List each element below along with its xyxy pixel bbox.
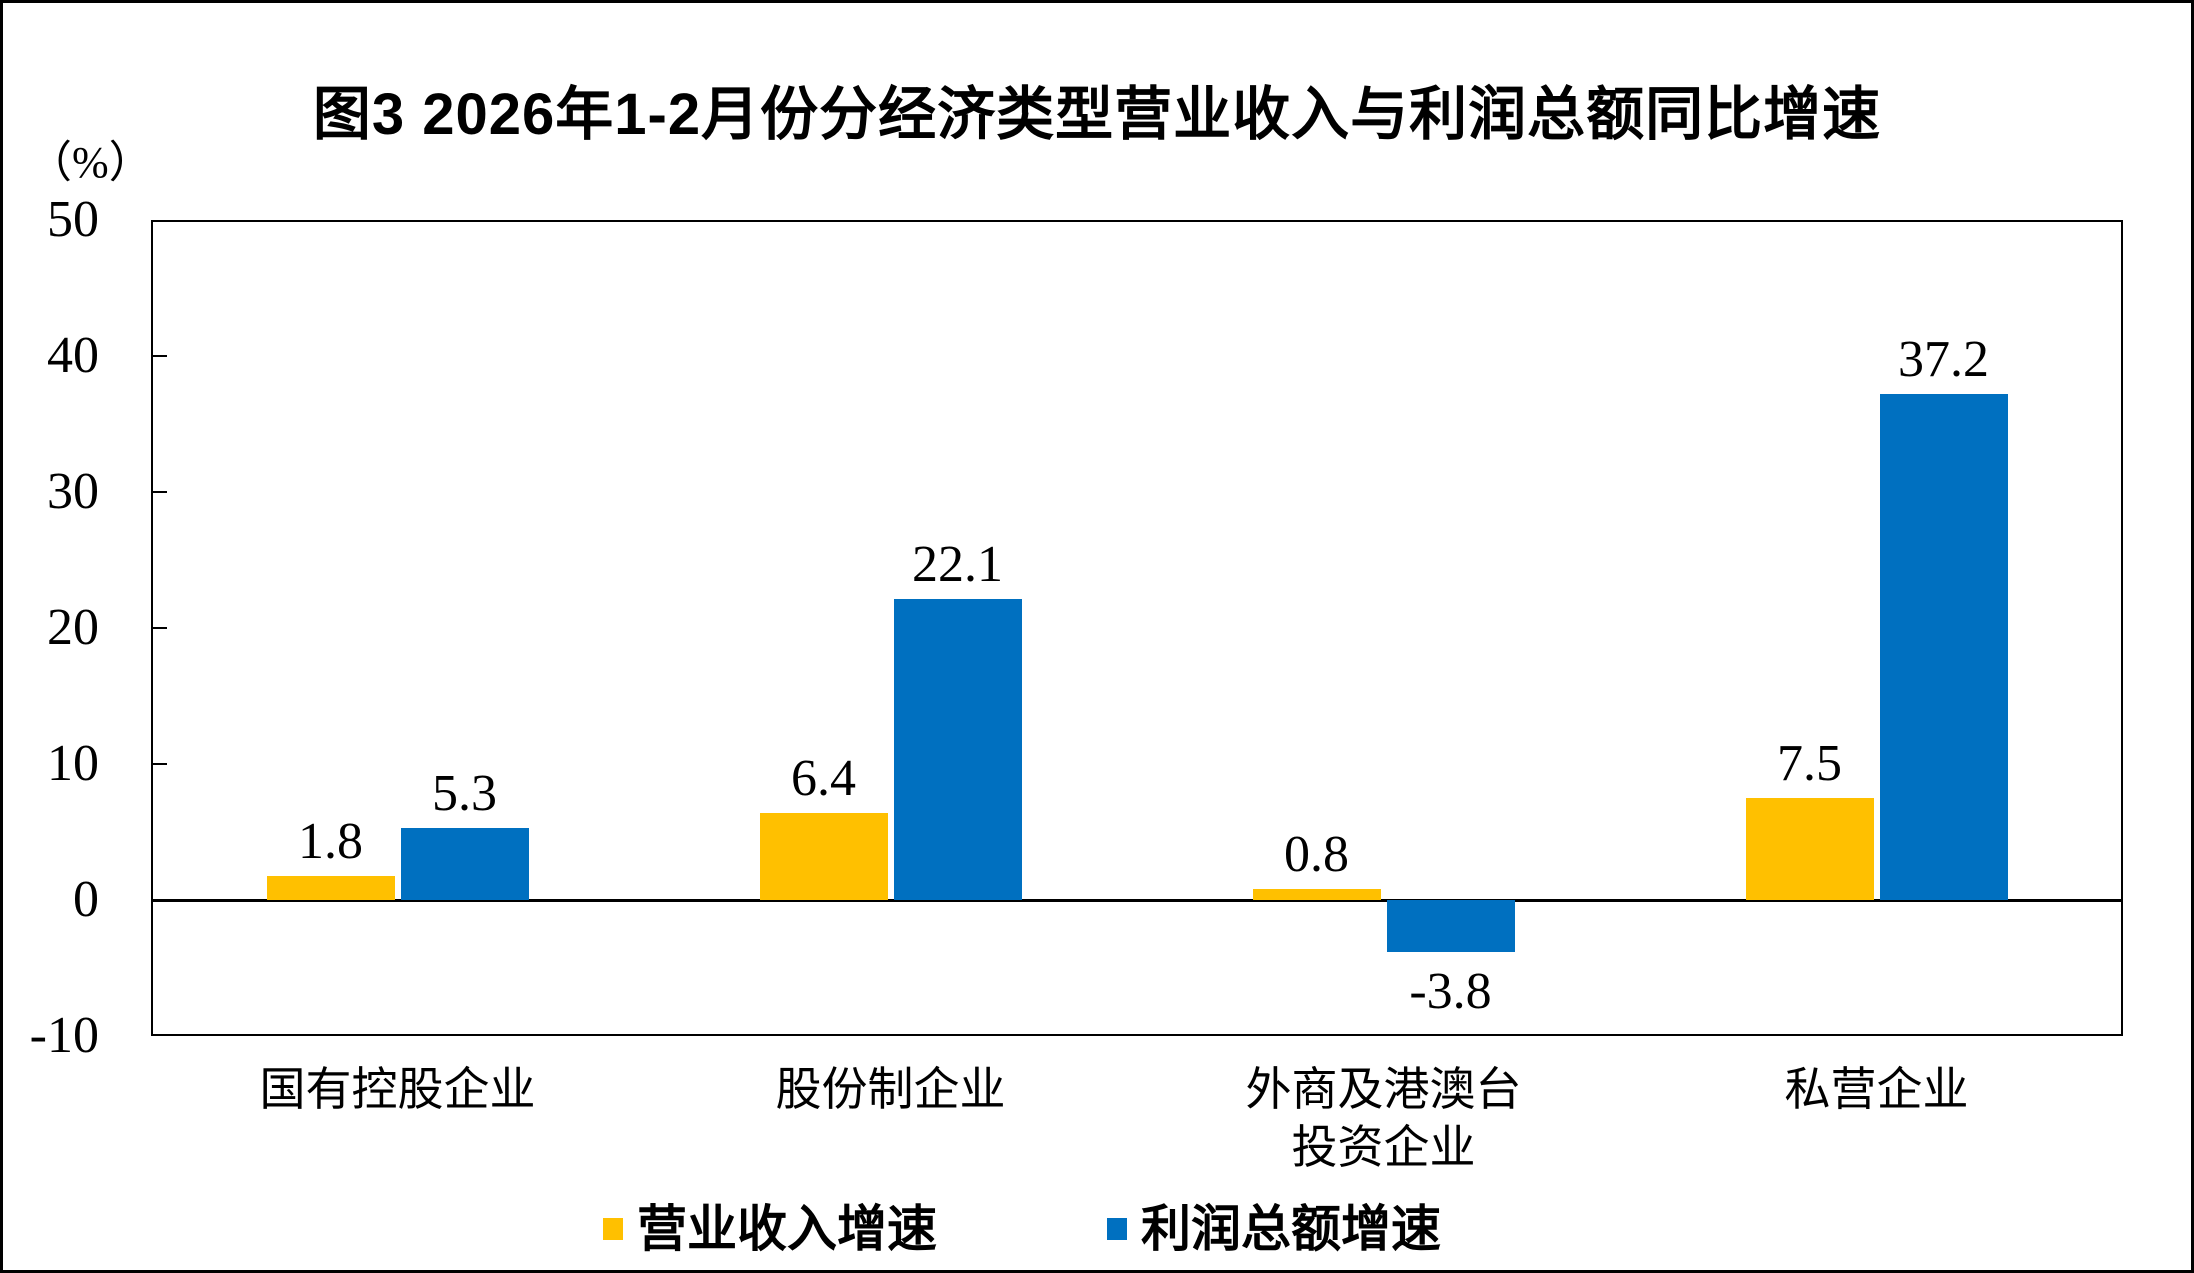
y-tick-label: 50 xyxy=(47,191,99,248)
legend-label: 利润总额增速 xyxy=(1141,1201,1441,1257)
y-tick-mark xyxy=(153,627,167,629)
category-label-line: 国有控股企业 xyxy=(259,1064,536,1115)
y-tick-mark xyxy=(153,355,167,357)
category-label-1: 国有控股企业 xyxy=(260,1061,536,1119)
bar-value-label: -3.8 xyxy=(1409,962,1492,1020)
bar-营业收入增速-国有控股企业 xyxy=(266,875,395,900)
category-label-line: 私营企业 xyxy=(1784,1064,1969,1115)
bar-营业收入增速-外商及港澳台投资企业 xyxy=(1252,889,1381,900)
y-tick-label: 30 xyxy=(47,463,99,520)
plot-area xyxy=(151,220,2123,1036)
bar-利润总额增速-外商及港澳台投资企业 xyxy=(1386,900,1515,952)
y-tick-label: 40 xyxy=(47,327,99,384)
legend: 营业收入增速 利润总额增速 xyxy=(3,1201,2191,1257)
category-label-line: 外商及港澳台 xyxy=(1245,1064,1522,1115)
y-tick-label: 0 xyxy=(73,871,99,928)
y-tick-label: 20 xyxy=(47,599,99,656)
y-tick-mark xyxy=(153,763,167,765)
zero-axis-line xyxy=(153,899,2121,902)
legend-item-利润总额增速: 利润总额增速 xyxy=(1107,1201,1441,1257)
bar-value-label: 37.2 xyxy=(1898,331,1989,389)
y-tick-label: -10 xyxy=(29,1007,99,1064)
y-tick-label: 10 xyxy=(47,735,99,792)
bar-营业收入增速-股份制企业 xyxy=(759,812,888,900)
category-label-4: 私营企业 xyxy=(1785,1061,1969,1119)
bar-利润总额增速-国有控股企业 xyxy=(400,827,529,900)
category-label-line: 股份制企业 xyxy=(775,1064,1006,1115)
bar-利润总额增速-私营企业 xyxy=(1879,394,2008,900)
legend-swatch xyxy=(1107,1218,1127,1240)
category-label-line: 投资企业 xyxy=(1291,1122,1476,1173)
y-axis-unit-label: （%） xyxy=(28,138,153,187)
bar-value-label: 1.8 xyxy=(298,812,363,870)
chart-title: 图3 2026年1-2月份分经济类型营业收入与利润总额同比增速 xyxy=(312,82,1882,147)
bar-value-label: 5.3 xyxy=(432,764,497,822)
category-label-3: 外商及港澳台 投资企业 xyxy=(1246,1061,1522,1177)
bar-利润总额增速-股份制企业 xyxy=(893,599,1022,900)
bar-value-label: 7.5 xyxy=(1777,735,1842,792)
legend-item-营业收入增速: 营业收入增速 xyxy=(603,1201,937,1257)
bar-value-label: 0.8 xyxy=(1284,826,1349,884)
bar-value-label: 6.4 xyxy=(791,749,856,807)
bar-value-label: 22.1 xyxy=(912,536,1003,594)
y-tick-mark xyxy=(153,491,167,493)
legend-swatch xyxy=(603,1218,623,1240)
category-label-2: 股份制企业 xyxy=(776,1061,1006,1119)
bar-营业收入增速-私营企业 xyxy=(1745,798,1874,900)
legend-label: 营业收入增速 xyxy=(637,1201,937,1257)
